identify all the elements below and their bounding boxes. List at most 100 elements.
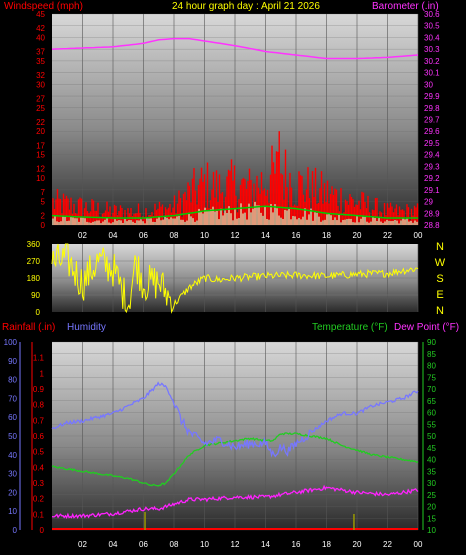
barometer-line: [51, 37, 419, 60]
hour-tick-label: 14: [261, 540, 270, 549]
barometer-tick-label: 29.9: [424, 92, 440, 101]
windspeed-tick-label: 37: [36, 48, 45, 57]
hour-tick-label: 16: [292, 231, 301, 240]
barometer-tick-label: 30.5: [424, 22, 440, 31]
temperature-tick-label: 10: [427, 526, 436, 535]
humidity-line: [51, 381, 419, 458]
humidity-temp-series: [51, 381, 419, 530]
hour-tick-label: 00: [414, 231, 423, 240]
dewpoint-line: [51, 484, 419, 520]
wind-average-line: [51, 205, 418, 219]
direction-tick-label: 0: [36, 308, 41, 317]
hour-tick-label: 06: [139, 231, 148, 240]
windspeed-tick-label: 35: [36, 57, 45, 66]
hour-tick-label: 22: [383, 231, 392, 240]
rainfall-tick-label: 0: [40, 526, 45, 535]
hour-tick-label: 08: [170, 231, 179, 240]
rainfall-tick-label: 0.2: [33, 495, 45, 504]
humidity-tick-label: 70: [8, 394, 17, 403]
windspeed-tick-label: 27: [36, 94, 45, 103]
barometer-tick-label: 29.7: [424, 116, 440, 125]
wind-panel-hour-ticks: 02 04 06 08 10 12 14 16 18 20 22 00: [78, 231, 423, 240]
windspeed-tick-label: 20: [36, 127, 45, 136]
humidity-tick-label: 50: [8, 432, 17, 441]
windspeed-tick-label: 2: [41, 212, 46, 221]
barometer-tick-label: 30.1: [424, 69, 440, 78]
temperature-tick-label: 30: [427, 479, 436, 488]
barometer-tick-label: 28.9: [424, 209, 440, 218]
barometer-tick-label: 29.3: [424, 162, 440, 171]
windspeed-tick-label: 15: [36, 151, 45, 160]
barometer-axis-ticks: 28.8 28.9 29 29.1 29.2 29.3 29.4 29.5 29.6 29.7 29…: [424, 10, 440, 230]
temperature-tick-label: 85: [427, 350, 436, 359]
humidity-tick-label: 60: [8, 413, 17, 422]
temperature-tick-label: 15: [427, 514, 436, 523]
windspeed-tick-label: 10: [36, 174, 45, 183]
hour-tick-label: 18: [322, 540, 331, 549]
windspeed-tick-label: 12: [36, 165, 45, 174]
temperature-tick-label: 50: [427, 432, 436, 441]
hour-tick-label: 20: [353, 540, 362, 549]
barometer-tick-label: 28.8: [424, 221, 440, 230]
compass-label: N: [436, 241, 444, 253]
temperature-tick-label: 65: [427, 397, 436, 406]
windspeed-axis-title: Windspeed (mph): [4, 1, 83, 12]
direction-tick-label: 360: [27, 240, 41, 249]
barometer-tick-label: 30.3: [424, 45, 440, 54]
windspeed-tick-label: 5: [41, 198, 46, 207]
hour-tick-label: 06: [139, 540, 148, 549]
temperature-tick-label: 35: [427, 467, 436, 476]
temperature-tick-label: 40: [427, 456, 436, 465]
rainfall-tick-label: 0.6: [33, 432, 45, 441]
barometer-tick-label: 29.6: [424, 127, 440, 136]
humidity-tick-label: 90: [8, 357, 17, 366]
chart-title: 24 hour graph day : April 21 2026: [172, 1, 320, 12]
windspeed-tick-label: 32: [36, 71, 45, 80]
rainfall-tick-label: 0.5: [33, 448, 45, 457]
temperature-tick-label: 60: [427, 409, 436, 418]
wind-direction-series: [51, 243, 419, 314]
barometer-tick-label: 30.4: [424, 33, 440, 42]
hour-tick-label: 00: [414, 540, 423, 549]
windspeed-tick-label: 30: [36, 80, 45, 89]
direction-tick-label: 180: [27, 274, 41, 283]
temperature-line: [51, 432, 419, 487]
windspeed-tick-label: 25: [36, 104, 45, 113]
windspeed-tick-label: 22: [36, 118, 45, 127]
dewpoint-axis-title: Dew Point (°F): [394, 322, 459, 333]
humidity-tick-label: 40: [8, 451, 17, 460]
rainfall-tick-label: 0.1: [33, 510, 45, 519]
compass-label: S: [436, 273, 443, 285]
windspeed-tick-label: 40: [36, 33, 45, 42]
hour-tick-label: 10: [200, 231, 209, 240]
barometer-tick-label: 29.1: [424, 186, 440, 195]
humidity-tick-label: 100: [4, 338, 18, 347]
hour-tick-label: 10: [200, 540, 209, 549]
rainfall-tick-label: 0.7: [33, 416, 45, 425]
barometer-tick-label: 29: [424, 198, 433, 207]
hour-tick-label: 12: [231, 231, 240, 240]
barometer-tick-label: 29.4: [424, 151, 440, 160]
humidity-tick-label: 0: [13, 526, 18, 535]
barometer-tick-label: 29.5: [424, 139, 440, 148]
temp-panel-hour-ticks: 02 04 06 08 10 12 14 16 18 20 22 00: [78, 540, 423, 549]
direction-tick-label: 90: [31, 291, 40, 300]
rainfall-axis-ticks: 0 0.1 0.2 0.3 0.4 0.5 0.6 0.7 0.8 0.9 1 1.1: [33, 354, 45, 535]
rainfall-tick-label: 0.8: [33, 401, 45, 410]
rainfall-tick-label: 0.9: [33, 385, 45, 394]
direction-tick-label: 270: [27, 257, 41, 266]
hour-tick-label: 08: [170, 540, 179, 549]
rainfall-axis-title: Rainfall (.in): [2, 322, 55, 333]
rainfall-tick-label: 1: [40, 369, 45, 378]
hour-tick-label: 20: [353, 231, 362, 240]
compass-label: E: [436, 289, 443, 301]
wind-direction-line: [51, 243, 419, 314]
temperature-tick-label: 80: [427, 362, 436, 371]
humidity-tick-label: 10: [8, 507, 17, 516]
hour-tick-label: 18: [322, 231, 331, 240]
humidity-tick-label: 30: [8, 470, 17, 479]
